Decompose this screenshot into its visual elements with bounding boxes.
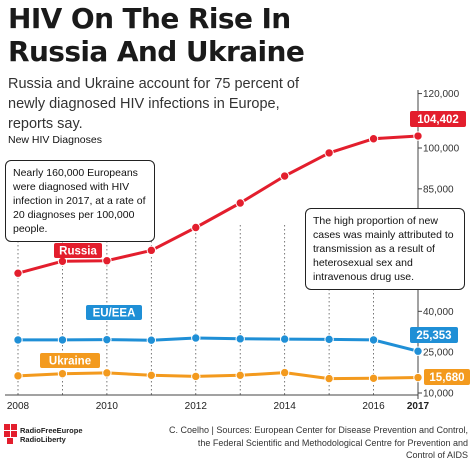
- chart-subtitle: Russia and Ukraine account for 75 percen…: [8, 76, 299, 132]
- series-line-russia: [17, 134, 419, 275]
- point-eueea-2013: [235, 334, 245, 344]
- chart-series-label: New HIV Diagnoses: [8, 134, 102, 146]
- point-eueea-2012: [191, 333, 201, 343]
- point-russia-2016: [368, 134, 379, 144]
- point-russia-2011: [146, 245, 157, 256]
- y-tick-label-40000: 40,000: [423, 307, 454, 318]
- series-name-box-eueea: [86, 305, 142, 320]
- series-name-label-eueea: EU/EEA: [93, 308, 136, 320]
- y-tick-label-25000: 25,000: [423, 348, 454, 359]
- x-tick-label-2014: 2014: [274, 401, 297, 412]
- chart-title: HIV On The Rise In Russia And Ukraine: [8, 2, 305, 68]
- end-value-box-russia: [410, 111, 466, 127]
- end-value-box-ukraine: [424, 369, 470, 385]
- point-ukraine-2015: [324, 373, 334, 384]
- logo-line1: RadioFreeEurope: [20, 426, 83, 435]
- series-name-label-ukraine: Ukraine: [49, 356, 91, 368]
- credits-line2: the Federal Scientific and Methodologica…: [197, 437, 468, 461]
- x-tick-label-2016: 2016: [362, 401, 385, 412]
- point-eueea-2011: [146, 335, 157, 345]
- point-eueea-2008: [13, 335, 23, 345]
- end-value-box-eueea: [410, 327, 458, 343]
- point-ukraine-2017: [413, 372, 423, 383]
- point-ukraine-2016: [368, 373, 379, 383]
- y-tick-label-85000: 85,000: [423, 184, 454, 195]
- point-russia-2008: [13, 268, 23, 278]
- point-eueea-2009: [57, 335, 68, 345]
- point-eueea-2016: [368, 335, 379, 345]
- rfe-rl-logo: RadioFreeEurope RadioLiberty: [4, 424, 104, 455]
- point-ukraine-2011: [146, 370, 157, 381]
- point-eueea-2017: [413, 346, 423, 356]
- rfe-rl-logo-icon: [4, 424, 17, 444]
- point-russia-2009: [57, 256, 68, 266]
- annotation-transmission: The high proportion of new cases was mai…: [305, 208, 465, 290]
- point-russia-2013: [235, 198, 245, 208]
- point-russia-2015: [324, 148, 334, 158]
- x-tick-label-2010: 2010: [96, 401, 119, 412]
- end-value-label-eueea: 25,353: [416, 330, 451, 342]
- point-ukraine-2008: [13, 371, 23, 381]
- point-ukraine-2009: [57, 368, 68, 379]
- series-name-label-russia: Russia: [59, 246, 97, 258]
- point-ukraine-2010: [102, 368, 112, 378]
- point-eueea-2015: [324, 334, 334, 345]
- point-russia-2017: [413, 131, 423, 141]
- point-russia-2012: [191, 222, 201, 233]
- point-eueea-2010: [102, 334, 112, 345]
- point-ukraine-2013: [235, 370, 245, 381]
- point-ukraine-2012: [191, 371, 201, 382]
- series-name-box-russia: [54, 243, 102, 258]
- y-tick-label-120000: 120,000: [423, 89, 460, 100]
- series-name-box-ukraine: [40, 353, 100, 368]
- x-tick-label-2008: 2008: [7, 401, 30, 412]
- point-russia-2010: [102, 256, 112, 266]
- point-eueea-2014: [279, 334, 290, 344]
- credits-line1: C. Coelho | Sources: European Center for…: [169, 425, 468, 435]
- x-tick-label-2012: 2012: [185, 401, 208, 412]
- y-tick-label-100000: 100,000: [423, 144, 460, 155]
- series-line-eueea: [18, 336, 419, 353]
- point-ukraine-2014: [279, 367, 290, 378]
- annotation-europe-total: Nearly 160,000 Europeans were diagnosed …: [5, 160, 155, 242]
- point-russia-2014: [279, 171, 290, 181]
- logo-line2: RadioLiberty: [20, 435, 66, 444]
- x-tick-label-2017: 2017: [407, 401, 430, 412]
- credits: C. Coelho | Sources: European Center for…: [168, 424, 468, 462]
- end-value-label-ukraine: 15,680: [429, 372, 464, 384]
- y-tick-label-10000: 10,000: [423, 389, 454, 400]
- end-value-label-russia: 104,402: [417, 114, 459, 126]
- series-line-ukraine: [17, 371, 419, 381]
